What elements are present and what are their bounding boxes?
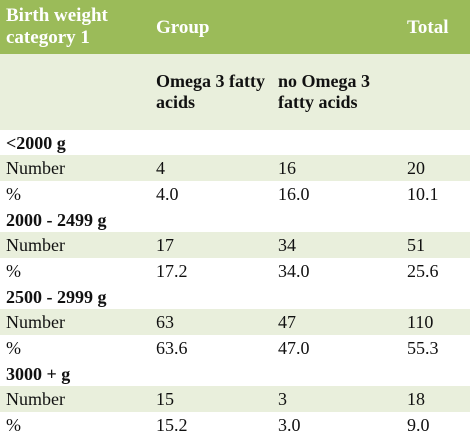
category-label: 3000 + g (0, 361, 470, 386)
cell-total: 55.3 (403, 335, 470, 362)
cell-omega: 17.2 (150, 258, 272, 285)
cell-omega: 4.0 (150, 181, 272, 208)
cell-no-omega: 3.0 (272, 412, 403, 438)
cell-no-omega: 47 (272, 309, 403, 335)
table-row: % 15.2 3.0 9.0 (0, 412, 470, 438)
table-row: Number 17 34 51 (0, 232, 470, 258)
table-row: % 63.6 47.0 55.3 (0, 335, 470, 362)
table-row: % 4.0 16.0 10.1 (0, 181, 470, 208)
cell-omega: 63.6 (150, 335, 272, 362)
header-empty (272, 0, 403, 54)
category-row: 2500 - 2999 g (0, 284, 470, 309)
cell-total: 51 (403, 232, 470, 258)
cell-no-omega: 16 (272, 155, 403, 181)
subheader-omega-3: Omega 3 fatty acids (150, 54, 272, 131)
cell-total: 110 (403, 309, 470, 335)
cell-total: 18 (403, 386, 470, 412)
header-group: Group (150, 0, 272, 54)
cell-no-omega: 34.0 (272, 258, 403, 285)
cell-no-omega: 47.0 (272, 335, 403, 362)
table-row: % 17.2 34.0 25.6 (0, 258, 470, 285)
header-total: Total (403, 0, 470, 54)
header-birth-weight-category: Birth weight category 1 (0, 0, 150, 54)
cell-omega: 4 (150, 155, 272, 181)
category-label: 2500 - 2999 g (0, 284, 470, 309)
cell-omega: 15 (150, 386, 272, 412)
category-row: <2000 g (0, 130, 470, 155)
subheader-empty-total (403, 54, 470, 131)
table-row: Number 15 3 18 (0, 386, 470, 412)
category-label: <2000 g (0, 130, 470, 155)
cell-no-omega: 34 (272, 232, 403, 258)
subheader-no-omega-3: no Omega 3 fatty acids (272, 54, 403, 131)
row-label: % (0, 412, 150, 438)
cell-omega: 17 (150, 232, 272, 258)
row-label: Number (0, 309, 150, 335)
cell-total: 20 (403, 155, 470, 181)
cell-omega: 63 (150, 309, 272, 335)
cell-omega: 15.2 (150, 412, 272, 438)
table-row: Number 4 16 20 (0, 155, 470, 181)
row-label: Number (0, 386, 150, 412)
row-label: Number (0, 155, 150, 181)
cell-no-omega: 16.0 (272, 181, 403, 208)
cell-total: 25.6 (403, 258, 470, 285)
cell-no-omega: 3 (272, 386, 403, 412)
table-subheader-row: Omega 3 fatty acids no Omega 3 fatty aci… (0, 54, 470, 131)
subheader-empty (0, 54, 150, 131)
cell-total: 10.1 (403, 181, 470, 208)
cell-total: 9.0 (403, 412, 470, 438)
category-label: 2000 - 2499 g (0, 207, 470, 232)
category-row: 2000 - 2499 g (0, 207, 470, 232)
row-label: % (0, 335, 150, 362)
table-header-row: Birth weight category 1 Group Total (0, 0, 470, 54)
row-label: % (0, 181, 150, 208)
category-row: 3000 + g (0, 361, 470, 386)
table-row: Number 63 47 110 (0, 309, 470, 335)
row-label: % (0, 258, 150, 285)
row-label: Number (0, 232, 150, 258)
